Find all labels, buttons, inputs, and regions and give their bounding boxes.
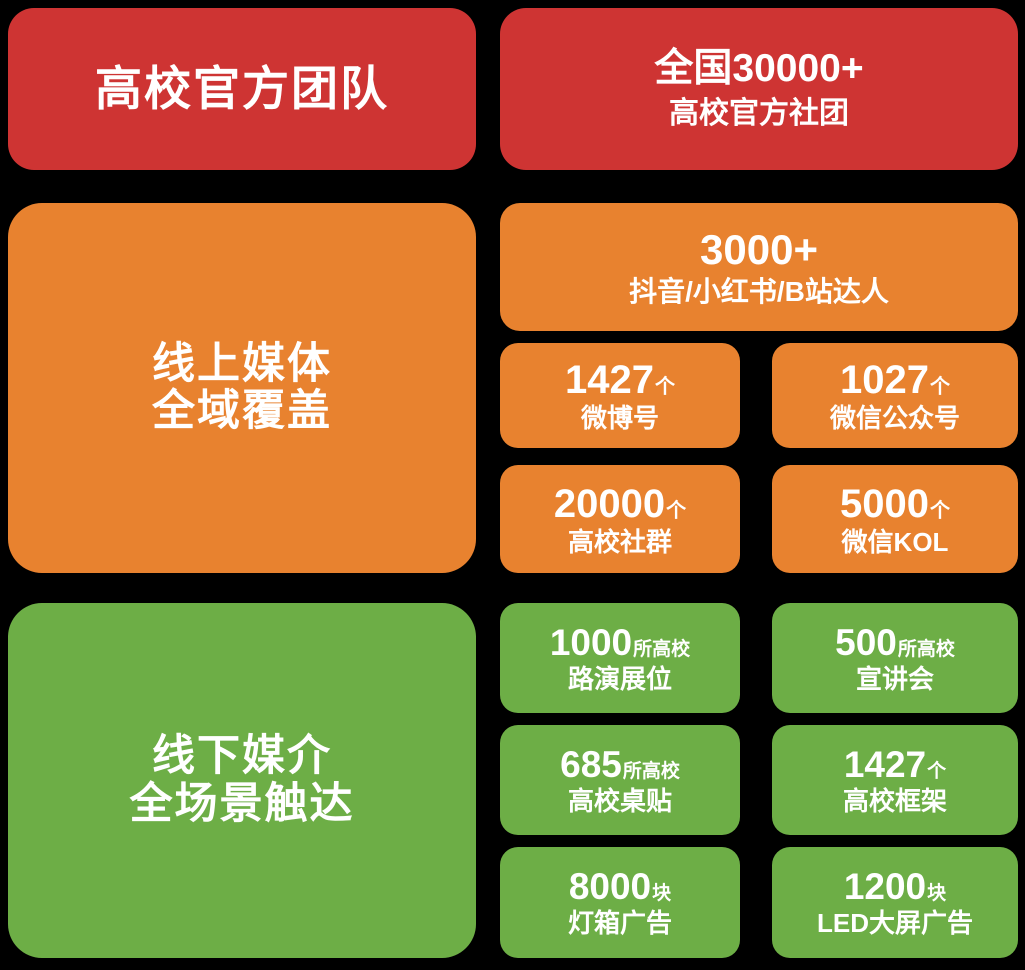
stat-unit-weibo-accounts: 个 (654, 376, 675, 399)
stat-number-row: 685 所高校 (560, 743, 680, 786)
stat-unit-led-screen-ads: 块 (927, 883, 947, 905)
stat-label-roadshow-booths: 路演展位 (567, 663, 672, 694)
category-title-red: 高校官方团队 (95, 62, 389, 116)
stat-card-roadshow-booths: 1000 所高校 路演展位 (500, 603, 740, 713)
stat-value-led-screen-ads: 1200 (843, 866, 927, 908)
stat-unit-campus-frames: 个 (927, 760, 947, 782)
stat-label-campus-frames: 高校框架 (842, 785, 947, 816)
stat-label-wechat-official-accounts: 微信公众号 (829, 403, 960, 434)
stat-value-wechat-official-accounts: 1027 (840, 358, 929, 403)
category-title-green-line1: 线下媒介 (152, 732, 332, 781)
stat-number-row: 1027 个 (840, 358, 950, 402)
stat-unit-info-sessions: 所高校 (897, 638, 955, 660)
stat-value-desk-stickers: 685 (560, 743, 622, 785)
category-title-orange-line1: 线上媒体 (152, 339, 332, 388)
stat-label-desk-stickers: 高校桌贴 (567, 785, 672, 816)
stat-card-wechat-kol: 5000 个 微信KOL (772, 465, 1018, 573)
stat-number-row: 8000 块 (569, 867, 671, 908)
stat-unit-roadshow-booths: 所高校 (633, 638, 691, 660)
stat-label-led-screen-ads: LED大屏广告 (816, 908, 973, 939)
stat-card-campus-groups: 20000 个 高校社群 (500, 465, 740, 573)
stat-card-campus-frames: 1427 个 高校框架 (772, 725, 1018, 835)
category-card-university-official-team: 高校官方团队 (8, 8, 476, 170)
stat-number-row: 1427 个 (843, 743, 947, 786)
stat-value-national-clubs: 全国30000+ (654, 47, 864, 91)
stat-number-row: 1427 个 (565, 358, 675, 402)
stat-label-kol: 抖音/小红书/B站达人 (629, 275, 889, 307)
stat-value-campus-frames: 1427 (843, 743, 927, 785)
category-title-green: 线下媒介 全场景触达 (129, 732, 355, 828)
stat-card-info-sessions: 500 所高校 宣讲会 (772, 603, 1018, 713)
stat-number-row: 5000 个 (840, 482, 950, 526)
stat-label-weibo-accounts: 微博号 (580, 403, 659, 434)
stat-number-row: 20000 个 (554, 482, 686, 526)
stat-card-lightbox-ads: 8000 块 灯箱广告 (500, 847, 740, 958)
category-title-orange: 线上媒体 全域覆盖 (152, 339, 332, 436)
stat-value-wechat-kol: 5000 (840, 481, 929, 526)
stat-card-kol-banner: 3000+ 抖音/小红书/B站达人 (500, 203, 1018, 331)
stat-value-campus-groups: 20000 (553, 481, 666, 526)
category-card-offline-media: 线下媒介 全场景触达 (8, 603, 476, 958)
stat-card-desk-stickers: 685 所高校 高校桌贴 (500, 725, 740, 835)
stat-value-roadshow-booths: 1000 (549, 621, 633, 663)
category-title-orange-line2: 全域覆盖 (152, 387, 332, 435)
stat-number-row: 1000 所高校 (549, 621, 691, 664)
stat-unit-wechat-kol: 个 (929, 499, 950, 522)
stat-value-lightbox-ads: 8000 (568, 866, 652, 908)
stat-number-row: 500 所高校 (835, 621, 955, 664)
stat-unit-lightbox-ads: 块 (652, 883, 672, 905)
stat-value-info-sessions: 500 (835, 621, 897, 663)
stat-unit-campus-groups: 个 (666, 499, 687, 522)
stat-value-kol: 3000+ (700, 225, 818, 273)
stat-card-wechat-official-accounts: 1027 个 微信公众号 (772, 343, 1018, 448)
stat-unit-desk-stickers: 所高校 (622, 760, 680, 782)
stat-unit-wechat-official-accounts: 个 (929, 376, 950, 399)
category-card-online-media: 线上媒体 全域覆盖 (8, 203, 476, 573)
stat-value-weibo-accounts: 1427 (565, 358, 654, 403)
stat-card-national-clubs: 全国30000+ 高校官方社团 (500, 8, 1018, 170)
stat-label-national-clubs: 高校官方社团 (669, 96, 849, 130)
category-title-green-line2: 全场景触达 (129, 779, 355, 828)
stat-card-weibo-accounts: 1427 个 微博号 (500, 343, 740, 448)
stat-card-led-screen-ads: 1200 块 LED大屏广告 (772, 847, 1018, 958)
stat-number-row: 1200 块 (844, 867, 946, 908)
stat-label-wechat-kol: 微信KOL (841, 526, 949, 557)
stat-label-lightbox-ads: 灯箱广告 (567, 908, 672, 939)
stat-label-info-sessions: 宣讲会 (855, 663, 934, 694)
stat-label-campus-groups: 高校社群 (567, 526, 672, 557)
